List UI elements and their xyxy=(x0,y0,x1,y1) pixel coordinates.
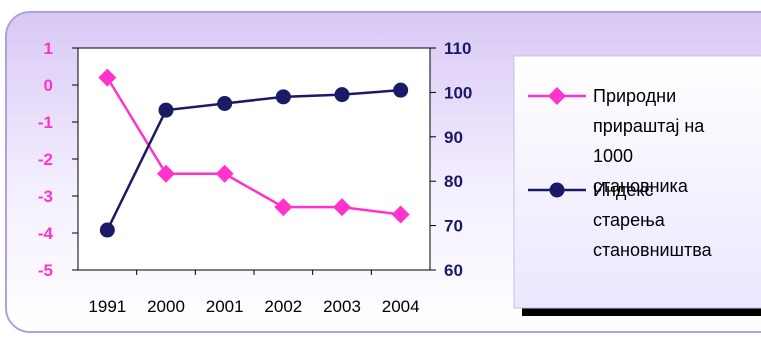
x-tick-label: 2002 xyxy=(264,297,302,316)
data-point xyxy=(393,82,409,98)
legend-label: прираштај на xyxy=(593,116,705,136)
legend-marker-2 xyxy=(549,182,565,198)
legend-label: старења xyxy=(593,210,666,230)
data-point xyxy=(157,164,175,183)
legend-label: становника xyxy=(593,176,689,196)
data-point xyxy=(334,87,350,103)
right-y-tick-label: 90 xyxy=(444,128,463,147)
right-y-axis: 110 100 90 80 70 60 xyxy=(430,39,472,280)
legend-marker-1 xyxy=(548,87,566,105)
legend-label: Природни xyxy=(593,86,676,106)
data-point xyxy=(99,222,115,238)
left-y-tick-label: 1 xyxy=(44,39,53,58)
x-axis: 1991 2000 2001 2002 2003 2004 xyxy=(88,270,420,316)
right-y-tick-label: 70 xyxy=(444,217,463,236)
left-y-tick-label: -3 xyxy=(38,187,53,206)
right-y-tick-label: 80 xyxy=(444,172,463,191)
plot-area xyxy=(77,47,431,271)
left-y-tick-label: -4 xyxy=(38,224,54,243)
left-y-tick-label: -2 xyxy=(38,150,53,169)
left-y-axis: 1 0 -1 -2 -3 -4 -5 xyxy=(38,39,78,280)
x-tick-label: 2000 xyxy=(147,297,185,316)
right-y-tick-label: 60 xyxy=(444,261,463,280)
series-line-2 xyxy=(106,88,401,231)
data-point xyxy=(333,198,351,217)
data-point xyxy=(275,89,291,105)
right-y-tick-label: 110 xyxy=(444,39,471,58)
legend-label: становништва xyxy=(593,240,713,260)
data-point xyxy=(215,164,234,183)
legend-label: Индекс xyxy=(593,180,653,200)
data-point xyxy=(391,205,410,224)
series-layer xyxy=(98,68,410,238)
data-point xyxy=(98,68,117,87)
x-tick-label: 2004 xyxy=(382,297,420,316)
x-tick-label: 2003 xyxy=(323,297,361,316)
x-tick-label: 1991 xyxy=(88,297,126,316)
data-point xyxy=(274,198,293,217)
legend-label: 1000 xyxy=(593,146,633,166)
data-point xyxy=(217,96,233,111)
legend: Природни прираштај на 1000 становникаИндекс… xyxy=(528,86,713,260)
x-tick-label: 2001 xyxy=(206,297,244,316)
left-y-tick-label: 0 xyxy=(44,76,53,95)
left-y-tick-label: -5 xyxy=(38,261,53,280)
right-y-tick-label: 100 xyxy=(444,83,472,102)
series-line-1 xyxy=(106,76,401,216)
data-point xyxy=(158,102,174,118)
left-y-tick-label: -1 xyxy=(38,113,53,132)
